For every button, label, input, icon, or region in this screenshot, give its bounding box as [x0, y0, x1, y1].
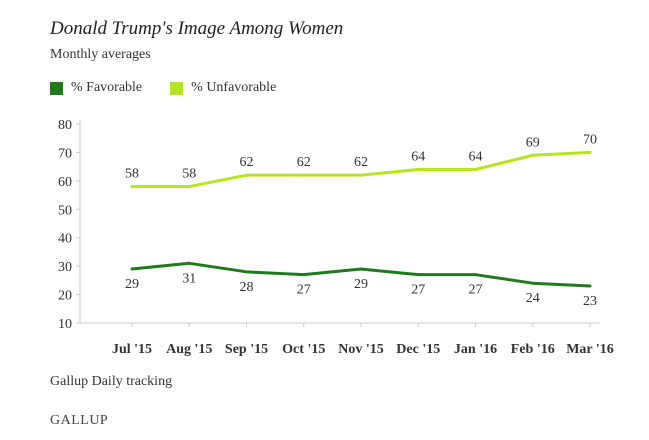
data-point: [245, 173, 248, 177]
legend-swatch-unfavorable: [170, 81, 184, 95]
data-point: [474, 167, 477, 171]
data-point: [302, 173, 306, 177]
y-tick-label: 40: [58, 232, 72, 247]
data-label: 27: [411, 283, 425, 298]
y-tick-label: 20: [58, 289, 72, 304]
data-label: 58: [182, 167, 196, 182]
data-point: [245, 270, 248, 274]
data-point: [359, 267, 363, 271]
chart-title: Donald Trump's Image Among Women: [50, 18, 344, 39]
data-point: [531, 281, 535, 285]
data-label: 62: [297, 155, 311, 170]
data-point: [588, 150, 592, 154]
data-label: 64: [469, 149, 483, 164]
y-tick-label: 80: [58, 118, 72, 133]
data-point: [359, 173, 363, 177]
data-label: 28: [240, 280, 254, 295]
y-tick-label: 10: [58, 317, 72, 332]
x-tick-label: Jan '16: [454, 342, 497, 357]
data-point: [187, 261, 191, 265]
legend-swatch-favorable: [50, 81, 63, 95]
x-tick-label: Oct '15: [282, 342, 325, 357]
data-point: [531, 153, 535, 157]
x-tick-label: Feb '16: [511, 342, 555, 357]
data-point: [588, 284, 592, 288]
data-label: 64: [411, 149, 425, 164]
data-point: [302, 273, 306, 277]
data-label: 23: [583, 294, 597, 309]
legend-label-favorable: % Favorable: [71, 80, 143, 95]
data-point: [187, 185, 191, 189]
legend-item-favorable: % Favorable: [50, 80, 142, 96]
data-label: 24: [526, 291, 540, 306]
data-point: [130, 267, 134, 271]
data-point: [130, 185, 134, 189]
data-label: 27: [469, 283, 483, 298]
data-point: [416, 167, 420, 171]
source-note: Gallup Daily tracking: [50, 374, 173, 389]
data-label: 58: [125, 167, 139, 182]
data-label: 29: [125, 277, 139, 292]
data-point: [416, 273, 420, 277]
gallup-logo: GALLUP: [50, 413, 109, 428]
data-label: 62: [354, 155, 368, 170]
x-tick-label: Sep '15: [225, 342, 268, 357]
y-tick-label: 70: [58, 146, 72, 161]
legend-item-unfavorable: % Unfavorable: [170, 80, 276, 96]
data-point: [474, 273, 477, 277]
x-tick-label: Aug '15: [166, 342, 212, 357]
data-label: 62: [240, 155, 254, 170]
data-label: 70: [583, 132, 597, 147]
chart-subtitle: Monthly averages: [50, 47, 151, 62]
x-tick-label: Mar '16: [566, 342, 614, 357]
legend-label-unfavorable: % Unfavorable: [191, 80, 277, 95]
line-chart: 10 20 30 40 50 60 70 80 Jul '15 Aug '15 Sep '15 Oct…: [58, 118, 614, 357]
x-tick-label: Dec '15: [396, 342, 440, 357]
x-tick-label: Nov '15: [338, 342, 384, 357]
data-label: 27: [297, 283, 311, 298]
y-tick-label: 30: [58, 260, 72, 275]
x-tick-label: Jul '15: [112, 342, 152, 357]
data-label: 31: [182, 271, 196, 286]
y-tick-label: 50: [58, 203, 72, 218]
y-tick-label: 60: [58, 175, 72, 190]
chart-legend: % Favorable % Unfavorable: [50, 80, 304, 96]
data-label: 69: [526, 135, 540, 150]
data-label: 29: [354, 277, 368, 292]
